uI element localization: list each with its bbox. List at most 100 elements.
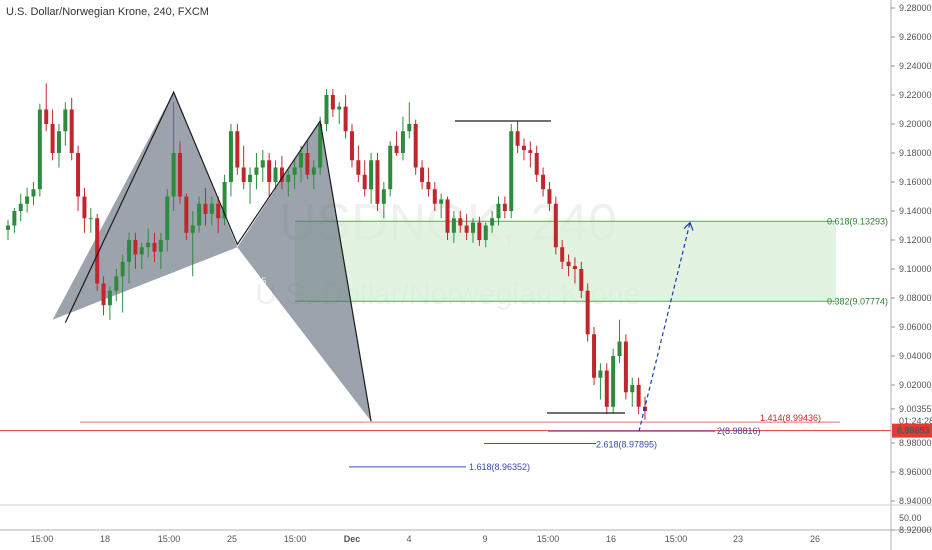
candle [279,155,284,190]
candle-body [95,218,100,284]
fib-retracement-zone[interactable]: 0.618(9.13293) 0.382(9.07774) [295,216,888,306]
price-tick-label: 9.02000 [899,380,932,390]
candle-body [190,225,195,233]
candle-body [598,370,603,378]
candle-body [630,385,635,393]
candle-body [82,196,87,219]
candle-body [356,160,361,175]
candle [439,193,444,219]
candle-body [25,196,30,204]
candle [356,145,361,182]
level-1618-label: 1.618(8.96352) [469,462,530,472]
candle-body [31,189,36,197]
candle-body [197,203,202,226]
candle-body [394,145,399,153]
candle-body [44,109,49,124]
price-tick-label: 9.12000 [899,235,932,245]
candle-body [146,242,151,248]
price-tick-label: 8.96000 [899,467,932,477]
time-tick-label: 9 [482,534,487,544]
candle [139,242,144,269]
candle-body [203,203,208,214]
candle-body [318,124,323,168]
candle [623,334,628,400]
candle [451,211,456,243]
candle-body [18,203,23,211]
candle [458,211,463,233]
candle [203,187,208,226]
time-tick-label: 23 [733,534,743,544]
target-arrow-line [638,222,691,432]
candle [477,216,482,246]
candle [509,124,514,219]
candle-body [407,124,412,132]
candle-body [56,131,61,153]
current-price-label: 8.98853 [897,426,930,436]
candle-body [101,283,106,306]
candle [592,327,597,385]
drawing-overlays[interactable]: 1.414(8.99436) 2(8.98816) 2.618(8.97895) 1.… [0,90,891,472]
candle-body [222,182,227,219]
price-tick-label: 9.10000 [899,264,932,274]
candle-body [311,167,316,175]
candle [152,232,157,262]
time-tick-label: 15:00 [158,534,181,544]
candle-body [560,247,565,262]
price-tick-label: 9.22000 [899,90,932,100]
price-tick-label: 9.28000 [899,3,932,13]
candle-body [381,189,386,204]
candle-body [413,124,418,168]
candle [50,109,55,161]
candle-body [152,242,157,252]
candle-body [483,225,488,240]
candle-body [420,167,425,182]
candle [420,160,425,190]
candle [184,193,189,240]
level-1414-label: 1.414(8.99436) [760,413,821,423]
candle-body [509,131,514,211]
candle [445,196,450,240]
candle [413,119,418,175]
price-tick-label: 8.92000 [899,525,932,535]
time-tick-label: Dec [344,534,361,544]
candle-body [171,153,176,197]
time-tick-label: 26 [810,534,820,544]
candle [228,124,233,197]
candle-body [299,153,304,168]
candle [636,377,641,414]
price-tick-label: 9.26000 [899,32,932,42]
candle [426,167,431,197]
price-tick-label: 9.24000 [899,61,932,71]
candle [6,219,10,240]
candle [222,174,227,226]
time-tick-label: 15:00 [31,534,54,544]
candle-body [496,203,501,219]
candle [572,257,577,284]
candle [630,377,635,407]
candle-body [292,167,297,175]
candle [381,182,386,219]
candle-body [6,225,10,230]
pattern-ratio-b: 5 [509,322,514,332]
candle-body [279,167,284,182]
candle [76,145,81,211]
candle-body [267,160,272,182]
candle [528,141,533,168]
candle-body [388,145,393,190]
candle [31,182,36,206]
candle [177,141,182,204]
candle-body [553,203,558,248]
candle [44,83,49,132]
candle [273,160,278,190]
candle [95,213,100,291]
candle [471,218,476,243]
price-tick-label: 9.06000 [899,322,932,332]
candle-body [107,290,112,306]
candle-body [133,240,138,255]
pattern-ratio-a: 0.5 [254,276,267,286]
candle [165,189,170,252]
candle-body [330,95,335,110]
candle [388,141,393,197]
candle [585,283,590,342]
